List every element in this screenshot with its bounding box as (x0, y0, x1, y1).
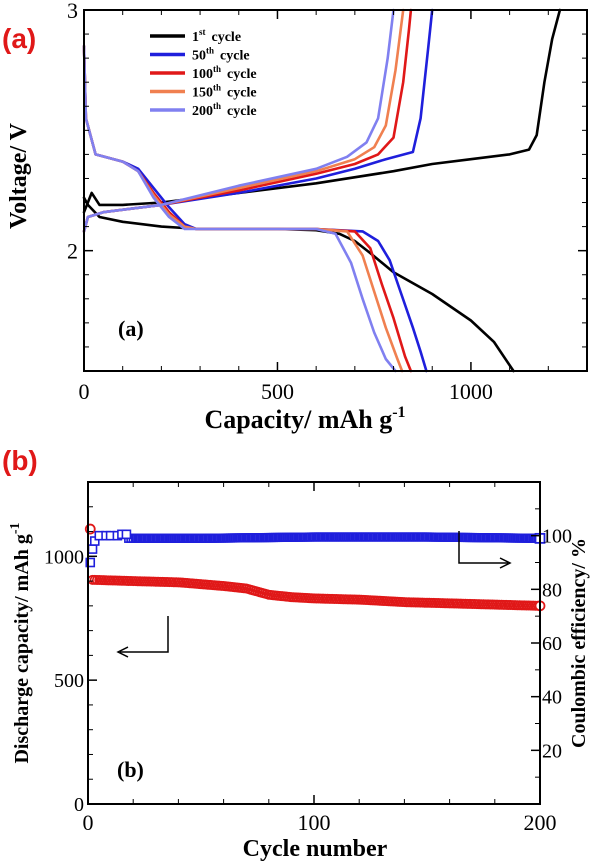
series-2-charge-line (82, 8, 413, 233)
y-axis-label-a: Voltage/ V (6, 122, 32, 229)
legend-label-4: 200th cycle (192, 101, 257, 119)
y-axis-label-b-left-text: Discharge capacity/ mAh g (11, 534, 33, 763)
x-tick-label-a-1: 500 (261, 379, 294, 404)
voltage-curves (82, 8, 562, 373)
series-0-charge-line (82, 8, 562, 214)
y-tick-label-a-1: 3 (67, 0, 78, 23)
x-tick-label-b-1: 100 (298, 810, 331, 835)
y-right-tick-label-b-2: 60 (542, 633, 562, 655)
efficiency-point-early (87, 544, 98, 554)
inner-label-b: (b) (117, 757, 144, 782)
y-right-tick-label-b-3: 80 (542, 579, 562, 601)
x-axis-label-a-sup: -1 (392, 404, 405, 421)
y-right-tick-label-b-1: 40 (542, 687, 562, 709)
x-axis-label-b: Cycle number (243, 836, 388, 862)
axis-ticks-b: 0 100 200 0 500 1000 20 40 60 80 100 (44, 482, 572, 835)
y-tick-label-a-0: 2 (67, 239, 78, 264)
series-1-charge-line (82, 8, 434, 233)
x-axis-label-a: Capacity/ mAh g-1 (204, 404, 405, 434)
legend-label-0: 1st cycle (192, 27, 241, 45)
series-4-discharge-line (82, 44, 397, 373)
right-axis-arrow (458, 531, 512, 569)
cycling-performance-chart: 0 100 200 0 500 1000 20 40 60 80 100 (b) Cycle num… (8, 481, 590, 862)
plot-frame-b (87, 481, 541, 805)
series-3-charge-line (82, 8, 405, 233)
left-axis-arrow (116, 616, 169, 658)
plot-frame-a (83, 9, 588, 372)
y-right-tick-label-b-4: 100 (542, 526, 572, 548)
y-right-tick-label-b-0: 20 (542, 740, 562, 762)
y-left-tick-label-b-1: 500 (54, 670, 84, 692)
y-axis-label-b-right: Coulombic efficiency/ % (568, 538, 590, 748)
y-axis-label-b-left: Discharge capacity/ mAh g-1 (8, 522, 33, 763)
legend-label-1: 50th cycle (192, 46, 250, 64)
panel-b-tag: (b) (2, 445, 38, 476)
inner-label-a: (a) (118, 316, 144, 341)
series-4-charge-line (82, 8, 395, 233)
legend-label-3: 150th cycle (192, 83, 257, 101)
panel-a-tag: (a) (2, 23, 36, 54)
y-axis-label-b-left-sup: -1 (8, 522, 23, 534)
x-axis-label-a-text: Capacity/ mAh g (204, 405, 392, 434)
x-tick-label-b-2: 200 (524, 810, 557, 835)
y-left-tick-label-b-0: 0 (74, 794, 84, 816)
axis-ticks-a: 0 500 1000 2 3 (67, 0, 587, 404)
x-tick-label-a-0: 0 (79, 379, 90, 404)
efficiency-point-early (121, 529, 132, 540)
efficiency-point-early (85, 557, 96, 568)
legend-label-2: 100th cycle (192, 64, 257, 82)
y-left-tick-label-b-2: 1000 (44, 546, 84, 568)
cycling-data-points (84, 523, 546, 612)
x-tick-label-a-2: 1000 (449, 379, 493, 404)
x-tick-label-b-0: 0 (83, 810, 94, 835)
series-0-discharge-line (82, 196, 515, 373)
